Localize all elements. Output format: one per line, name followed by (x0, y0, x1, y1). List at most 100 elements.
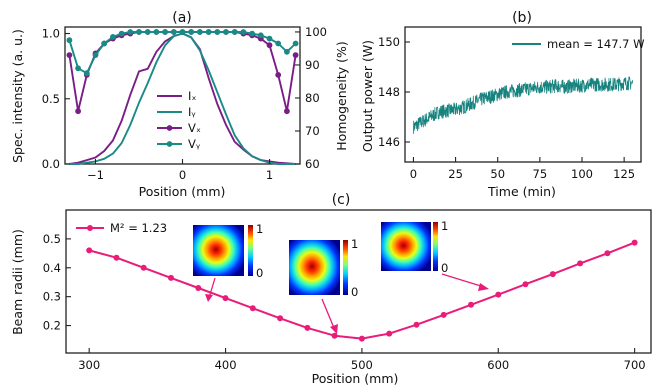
beam-profile-middle-colorbar-max: 1 (351, 237, 358, 251)
panel-c-series-point (495, 291, 502, 298)
panel-b-xtick-label: 25 (448, 167, 463, 181)
panel-b-xtick-label: 125 (613, 167, 635, 181)
panel-a-xlabel: Position (mm) (139, 184, 226, 199)
panel-c-ticks: 300 400 500 600 700 0.2 0.3 0.4 0.5 (43, 232, 646, 372)
panel-c-title: (c) (332, 192, 351, 208)
panel-c-series-point (331, 332, 338, 339)
panel-a-legend-label: Iₓ (188, 89, 197, 103)
panel-c-ytick-label: 0.4 (43, 261, 61, 275)
panel-a-series-3-point (83, 70, 90, 77)
beam-profile-middle-colorbar (343, 240, 348, 295)
panel-c-series-point (440, 311, 447, 318)
panel-a-series-2-point (75, 108, 81, 115)
panel-c-xtick-label: 500 (351, 358, 373, 372)
panel-a-series-3-point (240, 29, 247, 35)
beam-profile-middle-arrowhead (330, 324, 338, 334)
panel-a-series-3-point (66, 37, 73, 44)
panel-a-ytick-right-label: 100 (305, 25, 327, 39)
panel-a-series-3-point (257, 32, 264, 39)
panel-a-legend-marker (166, 125, 173, 131)
panel-a-legend-marker (166, 141, 173, 147)
panel-c-series-point (304, 324, 311, 331)
panel-a-ylabel-right: Homogeneity (%) (334, 41, 349, 151)
panel-c-xlabel: Position (mm) (312, 371, 399, 386)
panel-b-ticks: 0 25 50 75 100 125 146 148 150 (378, 35, 635, 181)
panel-c-series-point (195, 285, 202, 291)
panel-a-series-3-point (214, 29, 221, 35)
panel-c-series-point (386, 330, 393, 337)
beam-profile-left-colorbar (248, 225, 253, 276)
panel-b: (b) 0 25 50 75 100 125 146 148 150 Time (min) Ou… (360, 10, 645, 199)
panel-a-series-3-point (101, 40, 108, 47)
panel-a-plot-area (66, 29, 299, 165)
panel-c-series-point (249, 305, 256, 312)
panel-c-series-line (88, 241, 635, 340)
panel-a: (a) −1 0 1 0.0 0.5 1.0 60 70 80 90 100 Position (m… (10, 10, 349, 199)
panel-a-ticks: −1 0 1 0.0 0.5 1.0 60 70 80 90 100 (42, 25, 327, 182)
panel-c-series-point (577, 260, 584, 267)
beam-profile-middle: 1 0 (289, 237, 358, 334)
beam-profile-right-arrow (441, 273, 485, 288)
panel-c-legend: M² = 1.23 (76, 221, 167, 235)
panel-c-series-point (522, 281, 529, 288)
panel-a-legend-label: Iᵧ (188, 105, 196, 119)
panel-c-xtick-label: 700 (624, 358, 646, 372)
panel-a-legend: Iₓ Iᵧ Vₓ Vᵧ (157, 89, 201, 151)
panel-c-series-point (468, 301, 474, 308)
panel-a-series-3-point (197, 29, 203, 35)
panel-b-ytick-label: 150 (378, 35, 400, 49)
beam-profile-middle-colorbar-min: 0 (351, 285, 358, 299)
panel-b-xtick-label: 75 (533, 167, 548, 181)
panel-a-ytick-right-label: 60 (305, 157, 320, 171)
beam-profile-left-image (193, 225, 244, 276)
panel-a-ytick-label: 0.5 (42, 92, 60, 106)
panel-a-xtick-label: 1 (266, 168, 273, 182)
beam-profile-left-colorbar-min: 0 (256, 266, 263, 280)
panel-c-ytick-label: 0.3 (43, 290, 61, 304)
panel-c-xtick-label: 600 (487, 358, 509, 372)
panel-c-ylabel: Beam radii (mm) (10, 229, 25, 335)
panel-c: (c) 300 400 500 600 700 0.2 0.3 0.4 0.5 Position… (10, 192, 652, 386)
panel-b-axes-frame (404, 26, 642, 163)
panel-c-xtick-label: 300 (78, 358, 100, 372)
panel-a-series-3-point (110, 34, 116, 40)
panel-a-legend-label: Vₓ (188, 121, 201, 135)
panel-a-series-1-line (69, 32, 296, 165)
panel-b-legend-label: mean = 147.7 W (547, 37, 645, 51)
panel-c-series-point (604, 250, 611, 257)
panel-a-title: (a) (172, 10, 192, 26)
beam-profile-left: 1 0 (193, 222, 263, 302)
panel-a-series-3-point (292, 40, 299, 47)
panel-a-series-2-point (66, 52, 73, 58)
panel-a-xtick-label: −1 (87, 168, 104, 182)
panel-a-series-3-point (153, 29, 160, 35)
panel-a-series-3-point (266, 35, 273, 42)
panel-c-xtick-label: 400 (215, 358, 237, 372)
panel-a-series-3-point (92, 52, 99, 58)
beam-profile-right: 1 0 (381, 219, 489, 291)
beam-profile-right-colorbar (433, 222, 438, 271)
panel-b-legend: mean = 147.7 W (512, 37, 645, 51)
beam-profile-left-colorbar-max: 1 (256, 222, 263, 236)
panel-b-ytick-label: 148 (378, 85, 400, 99)
panel-a-ytick-right-label: 90 (305, 58, 320, 72)
panel-a-series-0-line (69, 32, 296, 165)
panel-b-xtick-label: 100 (571, 167, 593, 181)
panel-a-series-3-point (205, 29, 212, 35)
panel-a-series-3-point (144, 29, 151, 35)
beam-profile-left-arrowhead (205, 294, 213, 302)
panel-a-ytick-label: 0.0 (42, 157, 60, 171)
panel-a-series-3-point (162, 29, 169, 35)
panel-a-legend-label: Vᵧ (188, 137, 201, 151)
panel-c-series-point (168, 274, 174, 281)
panel-c-ytick-label: 0.2 (43, 319, 61, 333)
panel-a-series-3-point (170, 29, 177, 35)
panel-b-ytick-label: 146 (378, 135, 400, 149)
beam-profile-right-colorbar-max: 1 (441, 219, 448, 233)
panel-c-legend-swatch-marker (87, 225, 93, 231)
panel-a-ytick-right-label: 70 (305, 124, 320, 138)
panel-b-plot-area (413, 76, 633, 134)
beam-profile-right-image (381, 222, 431, 271)
panel-a-series-2-point (266, 42, 273, 49)
